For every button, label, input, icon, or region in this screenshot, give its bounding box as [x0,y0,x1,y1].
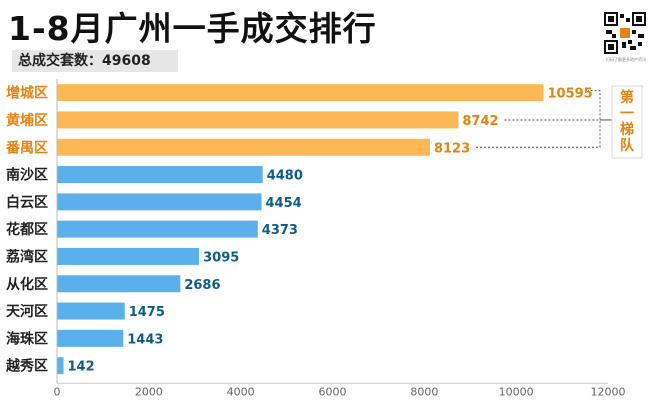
x-tick-label: 2000 [135,385,163,398]
page-title: 1-8月广州一手成交排行 [8,9,377,48]
x-tick-label: 10000 [499,385,534,398]
data-label: 8742 [462,114,498,129]
data-label: 142 [68,360,95,375]
category-label: 增城区 [6,85,48,102]
qr-caption: 扫码了解更多地产资讯 [606,57,646,62]
data-label: 10595 [547,87,592,102]
bar [57,166,263,184]
bar [57,302,125,320]
qr-code-icon [604,12,646,54]
bar [57,357,64,375]
total-transactions-badge: 总成交套数：49608 [12,50,178,72]
category-label: 黄埔区 [6,112,48,129]
category-label: 南沙区 [6,167,48,184]
bar [57,329,124,347]
bar [57,138,430,156]
tier-annotation-box [611,85,643,159]
bar [57,247,200,265]
category-label: 天河区 [6,303,48,320]
x-tick-label: 6000 [319,385,347,398]
tier-annotation-text: 第 [620,89,634,106]
category-label: 荔湾区 [5,248,48,265]
category-label: 白云区 [6,194,48,211]
tier-annotation-text: 一 [620,106,634,122]
x-tick-label: 12000 [591,385,626,398]
category-label: 从化区 [6,276,48,293]
data-label: 8123 [434,141,470,156]
bar [57,275,181,293]
x-tick-label: 0 [54,385,61,398]
bar [57,111,459,129]
data-label: 4480 [267,169,303,184]
data-label: 4373 [262,223,298,238]
data-label: 1475 [129,305,165,320]
category-label: 海珠区 [6,330,48,347]
bar [57,84,544,102]
tier-annotation-text: 队 [620,137,635,154]
category-label: 越秀区 [5,358,48,375]
data-label: 1443 [127,332,163,347]
x-tick-label: 8000 [410,385,438,398]
connector-line [475,90,601,148]
x-tick-label: 4000 [227,385,255,398]
data-label: 4454 [266,196,302,211]
data-label: 3095 [203,250,239,265]
data-label: 2686 [184,278,220,293]
tier-annotation-text: 梯 [620,121,634,138]
category-label: 花都区 [6,221,48,238]
category-label: 番禺区 [5,139,48,156]
bar [57,193,262,211]
bar [57,220,258,238]
